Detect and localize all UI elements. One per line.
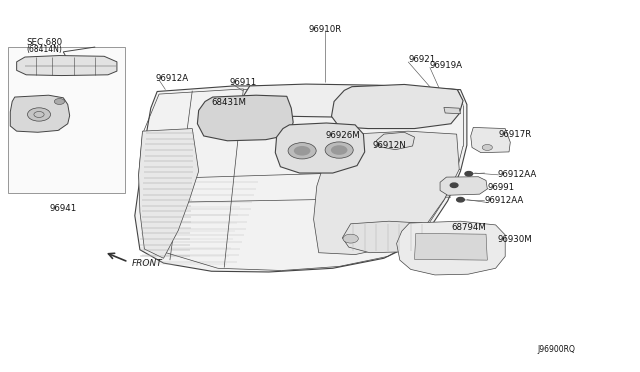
Text: 96926M: 96926M <box>325 131 360 140</box>
Circle shape <box>331 145 348 155</box>
Polygon shape <box>17 55 117 76</box>
Text: 96911: 96911 <box>229 78 257 87</box>
Circle shape <box>451 183 458 187</box>
Circle shape <box>54 99 65 105</box>
Polygon shape <box>415 234 487 260</box>
Text: 96912AA: 96912AA <box>497 170 537 179</box>
Circle shape <box>288 142 316 159</box>
Text: J96900RQ: J96900RQ <box>538 344 575 353</box>
Polygon shape <box>197 95 293 141</box>
Text: SEC.680: SEC.680 <box>26 38 62 47</box>
Polygon shape <box>275 123 365 173</box>
Polygon shape <box>139 129 198 258</box>
Text: 96919A: 96919A <box>430 61 463 70</box>
Text: 96930M: 96930M <box>497 235 532 244</box>
Polygon shape <box>238 84 462 118</box>
Circle shape <box>28 108 51 121</box>
Text: 96912AA: 96912AA <box>484 196 524 205</box>
Circle shape <box>457 198 465 202</box>
Circle shape <box>294 146 310 155</box>
Circle shape <box>465 171 472 176</box>
Polygon shape <box>332 84 463 129</box>
Circle shape <box>343 234 358 243</box>
Text: 68794M: 68794M <box>452 223 486 232</box>
Text: (68414N): (68414N) <box>26 45 62 54</box>
Text: 96917R: 96917R <box>499 129 532 139</box>
Polygon shape <box>376 132 415 150</box>
Polygon shape <box>135 86 467 272</box>
Text: 96991: 96991 <box>487 183 515 192</box>
Text: 96912N: 96912N <box>372 141 406 150</box>
Polygon shape <box>10 95 70 132</box>
Text: 96912A: 96912A <box>156 74 189 83</box>
Polygon shape <box>397 221 505 275</box>
Polygon shape <box>470 128 510 153</box>
Polygon shape <box>314 131 460 254</box>
Polygon shape <box>8 47 125 193</box>
Polygon shape <box>342 221 430 253</box>
Text: 68431M: 68431M <box>211 98 246 107</box>
Text: 96910R: 96910R <box>308 25 342 34</box>
Polygon shape <box>440 177 487 195</box>
Text: FRONT: FRONT <box>132 259 163 268</box>
Circle shape <box>325 142 353 158</box>
Text: 96941: 96941 <box>50 205 77 214</box>
Polygon shape <box>444 108 461 114</box>
Circle shape <box>482 144 492 150</box>
Text: 96921: 96921 <box>408 55 435 64</box>
